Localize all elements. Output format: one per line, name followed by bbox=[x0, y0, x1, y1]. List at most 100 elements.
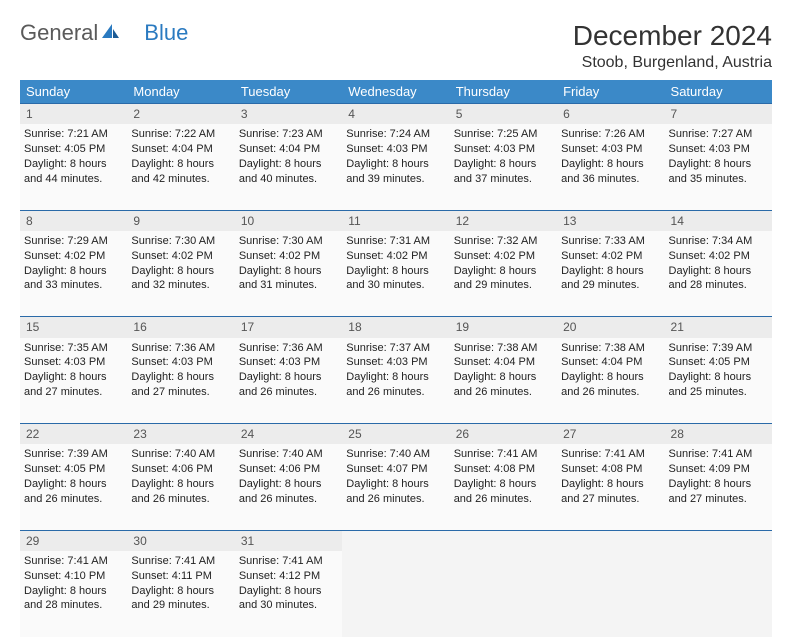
day-number: 8 bbox=[26, 214, 33, 228]
sunset-line: Sunset: 4:11 PM bbox=[131, 570, 212, 582]
day-header: Sunday bbox=[20, 80, 127, 104]
day-number: 31 bbox=[241, 534, 254, 548]
day-cell: Sunrise: 7:38 AMSunset: 4:04 PMDaylight:… bbox=[450, 338, 557, 424]
sunset-line: Sunset: 4:05 PM bbox=[669, 356, 750, 368]
day-number: 13 bbox=[563, 214, 576, 228]
day-number-cell: 23 bbox=[127, 424, 234, 445]
sunset-line: Sunset: 4:03 PM bbox=[131, 356, 212, 368]
day-header: Tuesday bbox=[235, 80, 342, 104]
day-cell: Sunrise: 7:37 AMSunset: 4:03 PMDaylight:… bbox=[342, 338, 449, 424]
day-number: 26 bbox=[456, 427, 469, 441]
day-number-cell: 17 bbox=[235, 317, 342, 338]
sunrise-line: Sunrise: 7:41 AM bbox=[24, 555, 108, 567]
sunset-line: Sunset: 4:03 PM bbox=[24, 356, 105, 368]
sunrise-line: Sunrise: 7:37 AM bbox=[346, 342, 430, 354]
day-cell: Sunrise: 7:26 AMSunset: 4:03 PMDaylight:… bbox=[557, 124, 664, 210]
day-cell: Sunrise: 7:23 AMSunset: 4:04 PMDaylight:… bbox=[235, 124, 342, 210]
day-number: 9 bbox=[133, 214, 140, 228]
day-number-cell: 7 bbox=[665, 104, 772, 125]
day-number: 18 bbox=[348, 320, 361, 334]
daylight-line: Daylight: 8 hours and 44 minutes. bbox=[24, 158, 107, 185]
day-cell bbox=[342, 551, 449, 637]
day-number-cell: 1 bbox=[20, 104, 127, 125]
day-number: 30 bbox=[133, 534, 146, 548]
day-cell: Sunrise: 7:34 AMSunset: 4:02 PMDaylight:… bbox=[665, 231, 772, 317]
day-content: Sunrise: 7:34 AMSunset: 4:02 PMDaylight:… bbox=[669, 234, 768, 293]
day-number-cell: 6 bbox=[557, 104, 664, 125]
daynum-row: 22232425262728 bbox=[20, 424, 772, 445]
day-header: Thursday bbox=[450, 80, 557, 104]
sunrise-line: Sunrise: 7:24 AM bbox=[346, 128, 430, 140]
day-number-cell: 2 bbox=[127, 104, 234, 125]
day-cell: Sunrise: 7:36 AMSunset: 4:03 PMDaylight:… bbox=[127, 338, 234, 424]
day-number-cell bbox=[450, 530, 557, 551]
day-number-cell bbox=[557, 530, 664, 551]
daylight-line: Daylight: 8 hours and 28 minutes. bbox=[669, 265, 752, 292]
day-cell: Sunrise: 7:36 AMSunset: 4:03 PMDaylight:… bbox=[235, 338, 342, 424]
daylight-line: Daylight: 8 hours and 26 minutes. bbox=[346, 478, 429, 505]
day-content: Sunrise: 7:39 AMSunset: 4:05 PMDaylight:… bbox=[669, 341, 768, 400]
day-content: Sunrise: 7:33 AMSunset: 4:02 PMDaylight:… bbox=[561, 234, 660, 293]
day-number-cell: 28 bbox=[665, 424, 772, 445]
sunrise-line: Sunrise: 7:29 AM bbox=[24, 235, 108, 247]
day-number: 27 bbox=[563, 427, 576, 441]
day-number: 11 bbox=[348, 214, 360, 228]
day-cell: Sunrise: 7:41 AMSunset: 4:08 PMDaylight:… bbox=[557, 444, 664, 530]
daylight-line: Daylight: 8 hours and 26 minutes. bbox=[24, 478, 107, 505]
sunset-line: Sunset: 4:02 PM bbox=[454, 250, 535, 262]
day-header: Saturday bbox=[665, 80, 772, 104]
sunset-line: Sunset: 4:02 PM bbox=[239, 250, 320, 262]
sunset-line: Sunset: 4:08 PM bbox=[561, 463, 642, 475]
day-number: 10 bbox=[241, 214, 254, 228]
day-content: Sunrise: 7:36 AMSunset: 4:03 PMDaylight:… bbox=[131, 341, 230, 400]
location-label: Stoob, Burgenland, Austria bbox=[573, 54, 772, 72]
day-number: 25 bbox=[348, 427, 361, 441]
day-content: Sunrise: 7:21 AMSunset: 4:05 PMDaylight:… bbox=[24, 127, 123, 186]
day-number: 1 bbox=[26, 107, 33, 121]
day-cell bbox=[557, 551, 664, 637]
week-row: Sunrise: 7:41 AMSunset: 4:10 PMDaylight:… bbox=[20, 551, 772, 637]
day-number-cell bbox=[665, 530, 772, 551]
day-number-cell: 27 bbox=[557, 424, 664, 445]
sunset-line: Sunset: 4:04 PM bbox=[561, 356, 642, 368]
sunrise-line: Sunrise: 7:30 AM bbox=[131, 235, 215, 247]
day-content: Sunrise: 7:41 AMSunset: 4:11 PMDaylight:… bbox=[131, 554, 230, 613]
day-number: 15 bbox=[26, 320, 39, 334]
sunrise-line: Sunrise: 7:40 AM bbox=[239, 448, 323, 460]
day-content: Sunrise: 7:23 AMSunset: 4:04 PMDaylight:… bbox=[239, 127, 338, 186]
sunset-line: Sunset: 4:05 PM bbox=[24, 463, 105, 475]
day-content: Sunrise: 7:41 AMSunset: 4:09 PMDaylight:… bbox=[669, 447, 768, 506]
sunrise-line: Sunrise: 7:39 AM bbox=[669, 342, 753, 354]
day-content: Sunrise: 7:36 AMSunset: 4:03 PMDaylight:… bbox=[239, 341, 338, 400]
day-content: Sunrise: 7:26 AMSunset: 4:03 PMDaylight:… bbox=[561, 127, 660, 186]
day-number-cell: 12 bbox=[450, 210, 557, 231]
day-cell: Sunrise: 7:39 AMSunset: 4:05 PMDaylight:… bbox=[20, 444, 127, 530]
sunrise-line: Sunrise: 7:22 AM bbox=[131, 128, 215, 140]
day-number: 24 bbox=[241, 427, 254, 441]
day-number-cell: 20 bbox=[557, 317, 664, 338]
sunrise-line: Sunrise: 7:40 AM bbox=[131, 448, 215, 460]
day-cell: Sunrise: 7:21 AMSunset: 4:05 PMDaylight:… bbox=[20, 124, 127, 210]
day-number: 17 bbox=[241, 320, 254, 334]
day-content: Sunrise: 7:37 AMSunset: 4:03 PMDaylight:… bbox=[346, 341, 445, 400]
day-number: 4 bbox=[348, 107, 355, 121]
day-number-cell: 31 bbox=[235, 530, 342, 551]
day-cell: Sunrise: 7:41 AMSunset: 4:08 PMDaylight:… bbox=[450, 444, 557, 530]
logo-text-2: Blue bbox=[144, 20, 188, 46]
sunrise-line: Sunrise: 7:41 AM bbox=[131, 555, 215, 567]
sunset-line: Sunset: 4:04 PM bbox=[131, 143, 212, 155]
day-cell: Sunrise: 7:29 AMSunset: 4:02 PMDaylight:… bbox=[20, 231, 127, 317]
day-content: Sunrise: 7:40 AMSunset: 4:07 PMDaylight:… bbox=[346, 447, 445, 506]
day-number: 3 bbox=[241, 107, 248, 121]
sunset-line: Sunset: 4:03 PM bbox=[346, 356, 427, 368]
day-content: Sunrise: 7:30 AMSunset: 4:02 PMDaylight:… bbox=[239, 234, 338, 293]
daylight-line: Daylight: 8 hours and 27 minutes. bbox=[131, 371, 214, 398]
week-row: Sunrise: 7:29 AM Sunset: 4:02 PM Daylight:… bbox=[20, 231, 772, 317]
day-number-cell: 3 bbox=[235, 104, 342, 125]
day-content: Sunrise: 7:39 AMSunset: 4:05 PMDaylight:… bbox=[24, 447, 123, 506]
day-number: 19 bbox=[456, 320, 469, 334]
sunset-line: Sunset: 4:02 PM bbox=[669, 250, 750, 262]
day-number-cell bbox=[342, 530, 449, 551]
day-number-cell: 19 bbox=[450, 317, 557, 338]
logo: General Blue bbox=[20, 20, 188, 46]
